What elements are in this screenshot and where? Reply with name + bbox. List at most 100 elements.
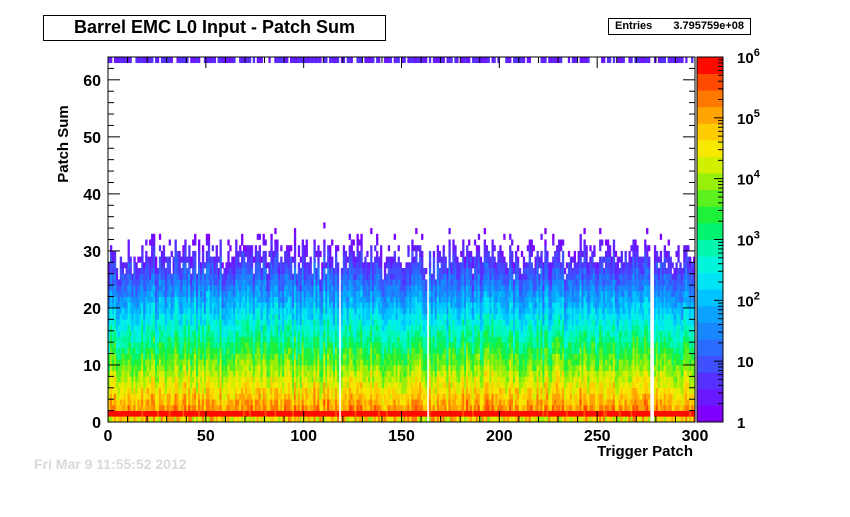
heatmap-cell [334, 256, 338, 263]
heatmap-cell [162, 250, 166, 257]
heatmap-cell [154, 313, 158, 320]
heatmap-cell [115, 359, 119, 366]
heatmap-cell [174, 370, 177, 377]
heatmap-cell [176, 387, 179, 394]
heatmap-cell [113, 307, 117, 314]
heatmap-cell [184, 330, 187, 337]
heatmap-cell [109, 302, 113, 309]
heatmap-cell [123, 302, 126, 309]
heatmap-cell [221, 307, 224, 314]
heatmap-cell [215, 347, 218, 354]
heatmap-cell [115, 364, 119, 372]
heatmap-cell [411, 239, 414, 246]
heatmap-cell [162, 347, 166, 354]
heatmap-cell [219, 399, 222, 406]
heatmap-cell [149, 336, 152, 343]
heatmap-cell [227, 250, 230, 257]
heatmap-cell [115, 279, 119, 286]
heatmap-cell [160, 279, 164, 286]
heatmap-cell [194, 416, 197, 423]
heatmap-cell [172, 382, 175, 389]
heatmap-cell [424, 290, 428, 297]
heatmap-cell [121, 393, 125, 400]
heatmap-cell [174, 353, 177, 360]
heatmap-cell [125, 279, 128, 286]
heatmap-cell [145, 239, 148, 246]
heatmap-cell [178, 250, 181, 257]
heatmap-cell [166, 387, 170, 394]
heatmap-cell [203, 399, 207, 406]
heatmap-cell [127, 364, 130, 372]
heatmap-cell [135, 347, 138, 354]
heatmap-cell [113, 273, 117, 280]
heatmap-cell [160, 342, 164, 349]
heatmap-cell [184, 387, 187, 394]
heatmap-cell [154, 410, 158, 417]
heatmap-cell [205, 353, 209, 360]
heatmap-cell [139, 313, 142, 320]
heatmap-cell [158, 382, 162, 389]
heatmap-cell [135, 273, 138, 280]
heatmap-cell [215, 296, 218, 303]
heatmap-cell [215, 342, 218, 349]
heatmap-cell [207, 245, 211, 252]
heatmap-cell [141, 347, 144, 354]
heatmap-cell [293, 268, 297, 275]
heatmap-cell [172, 273, 175, 280]
heatmap-cell [164, 376, 168, 383]
heatmap-cell [127, 330, 130, 337]
heatmap-cell [178, 325, 181, 332]
heatmap-cell [205, 239, 209, 246]
heatmap-cell [219, 279, 222, 286]
heatmap-cell [270, 233, 273, 240]
heatmap-cell [221, 353, 224, 360]
heatmap-cell [127, 250, 130, 257]
heatmap-cell [129, 290, 132, 297]
heatmap-cell [143, 336, 146, 343]
heatmap-cell [196, 387, 199, 394]
heatmap-cell [211, 347, 215, 354]
heatmap-cell [160, 364, 164, 372]
heatmap-cell [168, 376, 171, 383]
heatmap-cell [168, 387, 171, 394]
heatmap-cell [178, 399, 181, 406]
heatmap-cell [125, 364, 128, 372]
heatmap-cell [178, 319, 181, 326]
heatmap-cell [111, 285, 115, 292]
heatmap-cell [143, 382, 146, 389]
heatmap-cell [184, 410, 187, 417]
heatmap-cell [131, 370, 134, 377]
heatmap-cell [108, 364, 111, 372]
heatmap-cell [166, 256, 170, 263]
heatmap-cell [182, 336, 185, 343]
heatmap-cell [182, 347, 185, 354]
heatmap-cell [109, 353, 113, 360]
heatmap-cell [182, 268, 185, 275]
heatmap-cell [198, 285, 201, 292]
heatmap-cell [139, 353, 142, 360]
heatmap-cell [108, 268, 111, 275]
heatmap-cell [192, 399, 195, 406]
heatmap-cell [156, 313, 160, 320]
heatmap-cell [196, 336, 199, 343]
heatmap-cell [149, 273, 152, 280]
heatmap-cell [280, 245, 283, 252]
heatmap-cell [176, 319, 179, 326]
heatmap-cell [109, 313, 113, 320]
heatmap-cell [141, 416, 144, 423]
heatmap-cell [113, 325, 117, 332]
heatmap-cell [166, 262, 170, 269]
heatmap-cell [336, 399, 340, 406]
heatmap-cell [182, 319, 185, 326]
heatmap-cell [174, 262, 177, 269]
heatmap-cell [121, 57, 125, 64]
heatmap-cell [123, 336, 126, 343]
heatmap-cell [121, 353, 125, 360]
heatmap-cell [160, 319, 164, 326]
heatmap-cell [170, 347, 173, 354]
heatmap-cell [135, 416, 138, 423]
heatmap-cell [125, 382, 128, 389]
heatmap-cell [129, 262, 132, 269]
heatmap-cell [209, 256, 213, 263]
heatmap-cell [207, 382, 211, 389]
